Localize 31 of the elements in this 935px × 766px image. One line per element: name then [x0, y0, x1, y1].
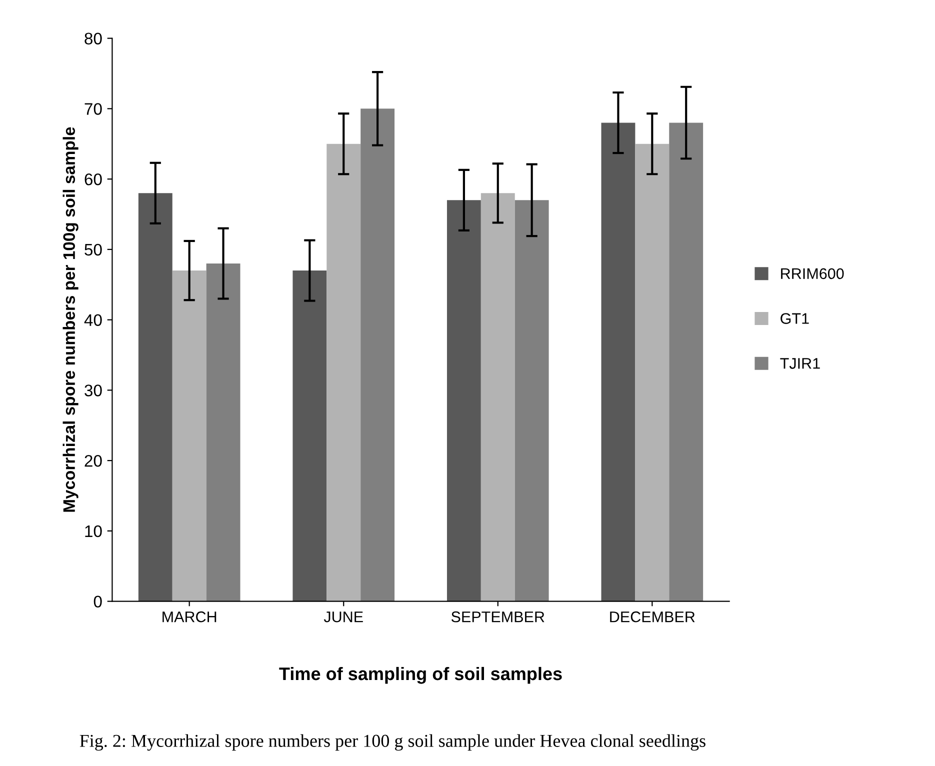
bar	[138, 193, 172, 602]
x-tick-label: SEPTEMBER	[451, 611, 544, 622]
x-axis-title: Time of sampling of soil samples	[279, 666, 562, 684]
bar	[292, 270, 327, 602]
y-tick-label: 30	[84, 384, 102, 396]
legend-label: RRIM600	[781, 268, 844, 280]
bar	[480, 193, 515, 602]
bar	[206, 264, 240, 602]
bar	[360, 108, 395, 602]
bar	[172, 270, 206, 602]
bar	[635, 144, 670, 602]
x-tick-label: MARCH	[162, 611, 216, 622]
bar	[326, 144, 361, 602]
y-axis-title: Mycorrhizal spore numbers per 100g soil sample	[62, 127, 78, 512]
y-tick-label: 0	[94, 596, 102, 608]
bar	[601, 122, 636, 602]
x-tick-label: JUNE	[324, 612, 363, 622]
x-tick-label: DECEMBER	[610, 611, 695, 622]
bar	[669, 122, 704, 602]
legend-label: TJIR1	[780, 358, 820, 369]
y-tick-label: 60	[84, 173, 102, 186]
bar	[514, 200, 549, 602]
y-tick-label: 70	[84, 103, 102, 115]
y-tick-label: 10	[85, 525, 102, 538]
y-tick-label: 40	[84, 314, 102, 326]
y-tick-label: 50	[84, 244, 102, 256]
y-tick-label: 80	[84, 32, 102, 45]
caption: Fig. 2: Mycorrhizal spore numbers per 100 g soil sample under Hevea clonal seedlings	[80, 734, 706, 751]
legend-label: GT1	[780, 313, 809, 324]
y-tick-label: 20	[84, 454, 102, 467]
bar	[446, 200, 481, 602]
